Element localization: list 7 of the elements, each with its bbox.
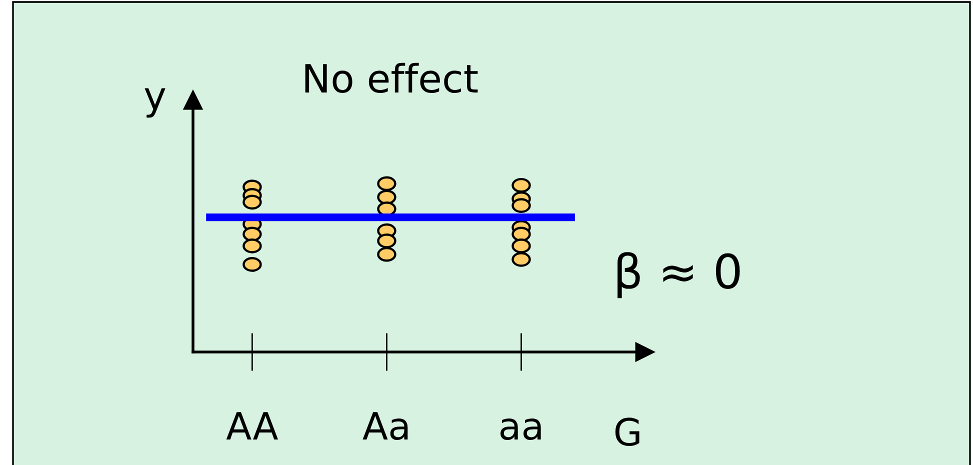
x-tick-label: AA: [226, 412, 278, 440]
x-tick-label: aa: [500, 418, 541, 440]
chart-title: No effect: [305, 62, 478, 93]
x-axis-title: G: [615, 418, 640, 446]
y-axis-title: y: [144, 88, 166, 118]
text: β ≈ 0: [618, 252, 740, 298]
x-tick-label: Aa: [362, 412, 408, 440]
